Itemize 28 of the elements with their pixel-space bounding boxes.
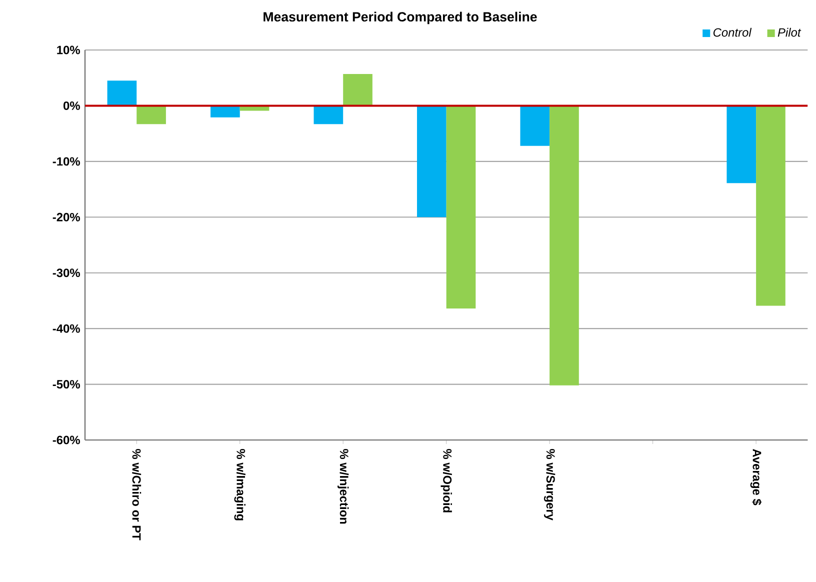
x-tick-label: % w/Surgery	[544, 448, 556, 520]
y-tick-label: 10%	[57, 46, 80, 54]
bar	[210, 106, 240, 118]
x-tick-label: % w/Imaging	[234, 448, 246, 520]
bar	[726, 106, 756, 184]
legend-label: Control	[713, 28, 752, 37]
bar	[107, 80, 137, 106]
y-tick-label: -30%	[52, 268, 80, 278]
bar	[136, 106, 166, 124]
y-tick-label: -50%	[52, 380, 80, 389]
x-tick-label: % w/Chiro or PT	[132, 448, 142, 540]
bar	[756, 106, 786, 306]
chart-title: Measurement Period Compared to Baseline	[264, 12, 537, 24]
y-tick-label: -10%	[52, 157, 80, 166]
bar	[446, 106, 476, 309]
y-tick-label: -20%	[52, 212, 80, 222]
x-tick-label: % w/Injection	[338, 448, 349, 524]
bar	[343, 74, 372, 106]
legend-label: Pilot	[778, 28, 802, 37]
x-tick-label: % w/Opioid	[440, 448, 452, 512]
bar	[520, 106, 550, 146]
bar	[314, 106, 344, 124]
bar	[417, 106, 446, 218]
bar	[550, 106, 579, 386]
y-tick-label: -60%	[52, 436, 80, 444]
y-tick-label: -40%	[52, 324, 80, 333]
x-tick-label: Average $	[750, 448, 762, 506]
y-tick-label: 0%	[64, 101, 80, 110]
